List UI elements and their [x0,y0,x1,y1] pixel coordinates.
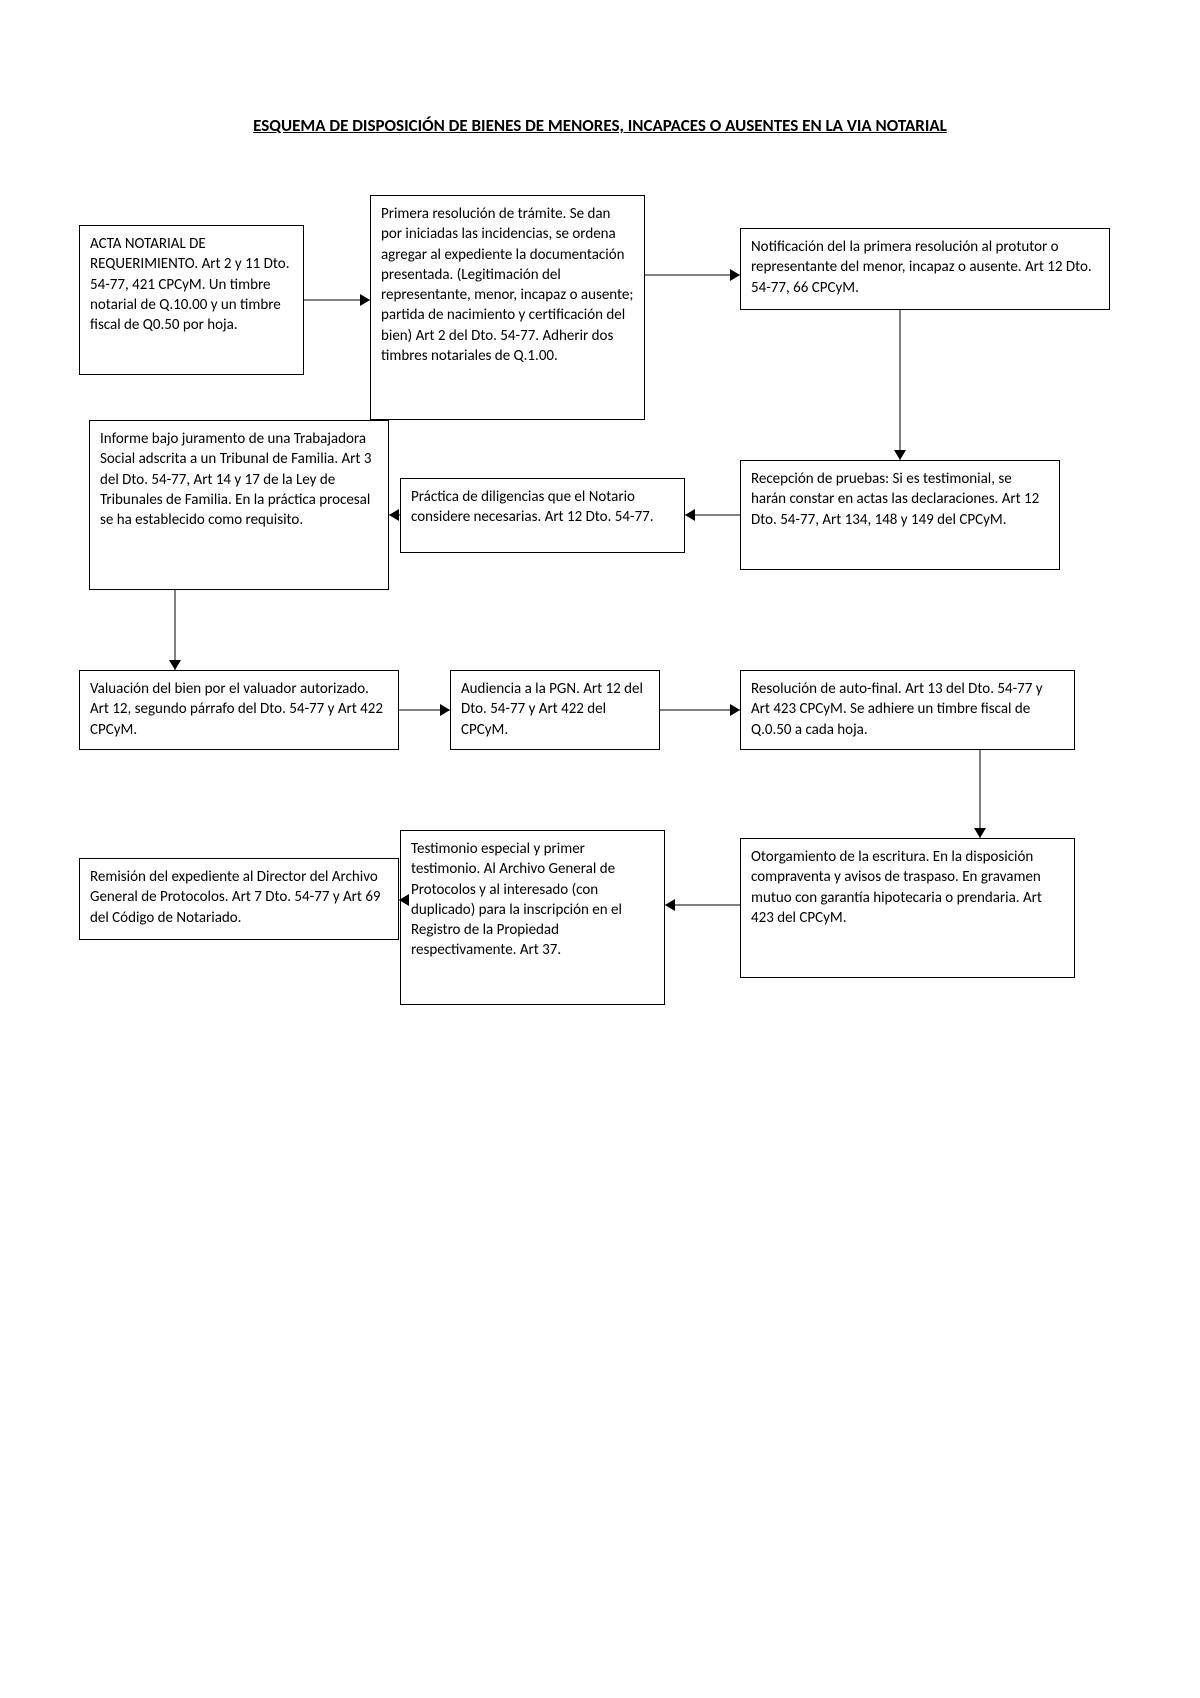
flowchart-node: Testimonio especial y primer testimonio.… [400,830,665,1005]
flowchart-node: Recepción de pruebas: Si es testimonial,… [740,460,1060,570]
flowchart-node: Otorgamiento de la escritura. En la disp… [740,838,1075,978]
flowchart-node: Primera resolución de trámite. Se dan po… [370,195,645,420]
flowchart-node: Valuación del bien por el valuador autor… [79,670,399,750]
flowchart-node: Remisión del expediente al Director del … [79,858,399,940]
flowchart-node: Práctica de diligencias que el Notario c… [400,478,685,553]
flowchart-node: Notificación del la primera resolución a… [740,228,1110,310]
flowchart-node: Audiencia a la PGN. Art 12 del Dto. 54-7… [450,670,660,750]
flowchart-node: Resolución de auto-final. Art 13 del Dto… [740,670,1075,750]
page-title: ESQUEMA DE DISPOSICIÓN DE BIENES DE MENO… [150,115,1050,136]
flowchart-node: Informe bajo juramento de una Trabajador… [89,420,389,590]
flowchart-node: ACTA NOTARIAL DE REQUERIMIENTO. Art 2 y … [79,225,304,375]
